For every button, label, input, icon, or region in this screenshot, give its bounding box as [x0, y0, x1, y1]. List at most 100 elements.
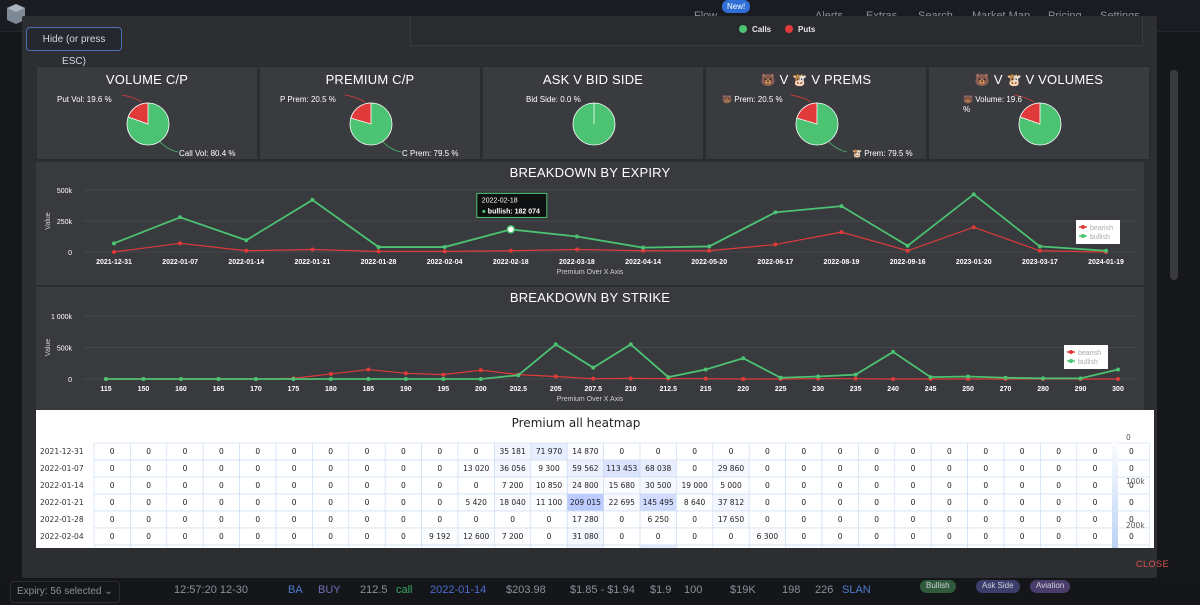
data-point-bearish[interactable] [328, 371, 333, 376]
data-point-bullish[interactable] [574, 234, 579, 239]
data-point-bearish[interactable] [707, 248, 712, 253]
data-point-bearish[interactable] [553, 374, 558, 379]
data-point-bullish[interactable] [591, 365, 596, 370]
data-point-bullish[interactable] [310, 197, 315, 202]
data-point-bullish[interactable] [478, 377, 483, 381]
data-point-bearish[interactable] [442, 249, 447, 254]
heatmap-cell[interactable] [494, 544, 532, 548]
data-point-bullish[interactable] [328, 377, 333, 381]
data-point-bullish[interactable] [366, 377, 371, 381]
close-button[interactable]: CLOSE [1136, 559, 1170, 569]
data-point-bullish[interactable] [666, 375, 671, 380]
heatmap-cell[interactable] [603, 544, 641, 548]
heatmap-cell[interactable] [530, 544, 568, 548]
heatmap-cell[interactable] [275, 544, 313, 548]
heatmap-cell[interactable] [1112, 544, 1150, 548]
heatmap-cell[interactable] [1076, 544, 1114, 548]
heatmap-cell[interactable] [712, 544, 750, 548]
data-point-bearish[interactable] [641, 248, 646, 253]
data-point-bullish[interactable] [442, 245, 447, 250]
data-point-bullish[interactable] [112, 241, 116, 246]
row-ticker[interactable]: BA [288, 584, 303, 596]
heatmap-cell[interactable] [202, 544, 240, 548]
data-point-bullish[interactable] [178, 377, 183, 381]
heatmap-cell[interactable] [566, 544, 604, 548]
data-point-bearish[interactable] [905, 248, 910, 253]
data-point-bearish[interactable] [741, 377, 746, 381]
data-point-bullish[interactable] [971, 192, 976, 197]
data-point-bullish[interactable] [1003, 375, 1008, 380]
data-point-bearish[interactable] [1037, 248, 1042, 253]
data-point-bearish[interactable] [508, 248, 513, 253]
heatmap-cell[interactable] [312, 544, 350, 548]
data-point-bullish[interactable] [178, 215, 183, 220]
heatmap-cell[interactable] [858, 544, 896, 548]
heatmap-cell[interactable] [166, 544, 204, 548]
data-point-bullish[interactable] [816, 374, 821, 379]
data-point-bearish[interactable] [773, 242, 778, 247]
heatmap-cell[interactable] [930, 544, 968, 548]
data-point-bearish[interactable] [376, 249, 381, 254]
legend-calls[interactable]: Calls [739, 25, 771, 34]
data-point-bearish[interactable] [403, 371, 408, 376]
data-point-bullish[interactable] [403, 377, 408, 381]
heatmap-cell[interactable] [821, 544, 859, 548]
modal-scrollbar[interactable] [1170, 70, 1178, 280]
data-point-bullish[interactable] [1041, 376, 1046, 381]
data-point-bullish[interactable] [928, 375, 933, 380]
data-point-bullish[interactable] [641, 245, 646, 250]
data-point-bullish[interactable] [516, 373, 521, 378]
heatmap-cell[interactable] [676, 544, 714, 548]
data-point-bullish[interactable] [905, 243, 910, 248]
heatmap-cell[interactable] [348, 544, 386, 548]
legend-label-bullish[interactable]: bullish [1078, 359, 1098, 366]
data-point-bearish[interactable] [891, 377, 896, 381]
data-point-bearish[interactable] [971, 225, 976, 230]
data-point-bearish[interactable] [441, 372, 446, 377]
data-point-bullish[interactable] [1116, 367, 1120, 372]
data-point-bullish[interactable] [141, 377, 146, 381]
data-point-bearish[interactable] [178, 241, 183, 246]
data-point-bearish[interactable] [703, 376, 708, 381]
flow-table-row[interactable]: 12:57:20 12-30 BA BUY 212.5 call 2022-01… [0, 578, 1200, 605]
data-point-bullish[interactable] [1078, 376, 1083, 381]
data-point-bullish[interactable] [853, 372, 858, 377]
app-logo-icon[interactable] [4, 2, 28, 26]
data-point-bullish[interactable] [707, 244, 712, 249]
data-point-bullish[interactable] [291, 377, 296, 381]
heatmap-cell[interactable] [1040, 544, 1078, 548]
data-point-bullish[interactable] [216, 377, 221, 381]
data-point-bullish[interactable] [1037, 244, 1042, 249]
heatmap-cell[interactable] [1003, 544, 1041, 548]
hide-button[interactable]: Hide (or press ESC) [26, 27, 122, 67]
data-point-bullish[interactable] [966, 374, 971, 379]
heatmap-cell[interactable] [239, 544, 277, 548]
heatmap-cell[interactable] [894, 544, 932, 548]
data-point-bearish[interactable] [244, 248, 249, 253]
data-point-bullish[interactable] [104, 377, 108, 381]
data-point-bullish[interactable] [441, 377, 446, 381]
data-point-bearish[interactable] [310, 247, 315, 252]
data-point-bullish[interactable] [376, 245, 381, 250]
data-point-bearish[interactable] [628, 376, 633, 381]
heatmap-cell[interactable] [967, 544, 1005, 548]
data-point-bullish[interactable] [244, 238, 249, 243]
data-point-bearish[interactable] [366, 367, 371, 372]
heatmap-cell[interactable] [748, 544, 786, 548]
data-point-bullish[interactable] [1104, 248, 1108, 253]
data-point-bullish[interactable] [703, 367, 708, 372]
heatmap-cell[interactable] [384, 544, 422, 548]
data-point-bearish[interactable] [839, 230, 844, 235]
data-point-bullish[interactable] [741, 356, 746, 361]
data-point-bearish[interactable] [591, 376, 596, 381]
heatmap-cell[interactable] [457, 544, 495, 548]
data-point-bullish[interactable] [891, 349, 896, 354]
legend-puts[interactable]: Puts [785, 25, 815, 34]
data-point-bullish[interactable] [628, 342, 633, 347]
legend-label-bullish[interactable]: bullish [1090, 234, 1110, 241]
heatmap-cell[interactable] [785, 544, 823, 548]
heatmap-cell[interactable] [93, 544, 131, 548]
data-point-bearish[interactable] [853, 376, 858, 381]
data-point-bearish[interactable] [478, 368, 483, 373]
data-point-bullish[interactable] [778, 375, 783, 380]
